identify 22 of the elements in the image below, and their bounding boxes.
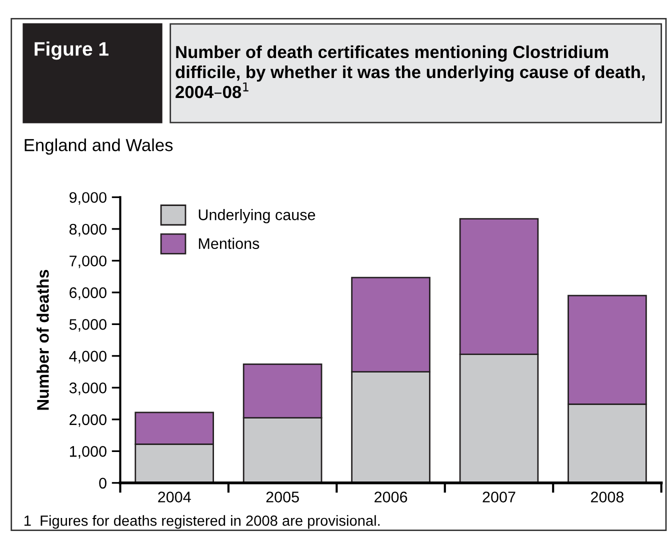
y-tick-label: 6,000 [70, 287, 106, 300]
x-tick-label: 2004 [158, 492, 191, 502]
y-tick-label: 2,000 [70, 414, 106, 427]
x-tick-label: 2008 [590, 492, 624, 502]
x-tick-label: 2007 [482, 492, 516, 502]
y-tick-label: 0 [99, 478, 106, 489]
y-axis-title: Number of deaths [36, 270, 49, 410]
legend-label: Mentions [198, 238, 260, 250]
y-tick-label: 9,000 [70, 192, 106, 205]
x-tick-label: 2005 [266, 492, 299, 502]
chart-title: Number of death certificates mentioning Clostridium difficile, by whether it was the underlying cause of death, 2004–08$^{1}$ [176, 45, 645, 98]
y-tick-label: 7,000 [70, 256, 106, 268]
text: 1 Figures for deaths registered in 2008 are provisional. [24, 515, 380, 529]
y-tick-label: 5,000 [69, 319, 106, 332]
y-tick-label: 4,000 [69, 350, 106, 364]
chart-subtitle: England and Wales [24, 138, 173, 155]
legend-label: Underlying cause [198, 208, 316, 224]
y-tick-label: 3,000 [69, 382, 106, 396]
y-tick-label: 8,000 [69, 224, 106, 236]
y-tick-label: 1,000 [70, 446, 106, 459]
x-tick-label: 2006 [374, 492, 408, 502]
caption: Figure 1 [34, 42, 108, 60]
